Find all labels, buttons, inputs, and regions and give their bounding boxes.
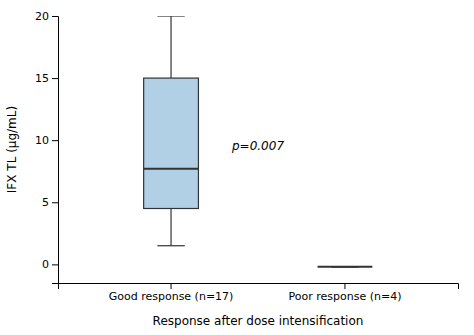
median (318, 266, 373, 268)
upper-whisker (170, 16, 171, 78)
y-tick-label: 5 (42, 196, 49, 209)
y-tick: 0 (42, 258, 58, 271)
y-axis-line (52, 17, 59, 284)
x-tick: Good response (n=17) (109, 283, 234, 303)
y-tick-label: 20 (35, 10, 49, 23)
median (144, 168, 199, 170)
x-tick-label: Poor response (n=4) (288, 290, 401, 303)
boxes (144, 16, 373, 267)
x-tick: Poor response (n=4) (288, 283, 401, 303)
x-tick-mark (171, 283, 172, 289)
plot: 0 5 10 15 20 Good response (n=17) Poor respons… (35, 10, 459, 303)
y-tick: 15 (35, 72, 58, 85)
box (318, 266, 373, 267)
upper-whisker-cap (157, 16, 184, 17)
y-axis: 0 5 10 15 20 (35, 10, 59, 283)
x-axis: Good response (n=17) Poor response (n=4) (59, 283, 459, 303)
y-tick-mark (52, 78, 58, 79)
y-tick: 20 (35, 10, 58, 23)
box-plot (318, 266, 373, 267)
y-tick-mark (52, 16, 58, 17)
y-axis-title: IFX TL (μg/mL) (5, 106, 19, 193)
x-tick-label: Good response (n=17) (109, 290, 234, 303)
y-tick-mark (52, 140, 58, 141)
y-tick: 10 (35, 134, 58, 147)
chart: 0 5 10 15 20 Good response (n=17) Poor respons… (0, 0, 474, 335)
lower-whisker (170, 208, 171, 245)
x-axis-title: Response after dose intensification (153, 314, 364, 328)
box-plot (144, 16, 199, 246)
x-tick-mark (344, 283, 345, 289)
x-axis-line (59, 284, 459, 290)
annotation: p=0.007 (231, 139, 284, 153)
y-tick-label: 15 (35, 72, 49, 85)
y-tick-mark (52, 202, 58, 203)
y-tick-mark (52, 264, 58, 265)
box (144, 78, 199, 208)
y-tick: 5 (42, 196, 58, 209)
y-tick-label: 10 (35, 134, 49, 147)
y-tick-label: 0 (42, 258, 49, 271)
lower-whisker-cap (157, 245, 184, 246)
